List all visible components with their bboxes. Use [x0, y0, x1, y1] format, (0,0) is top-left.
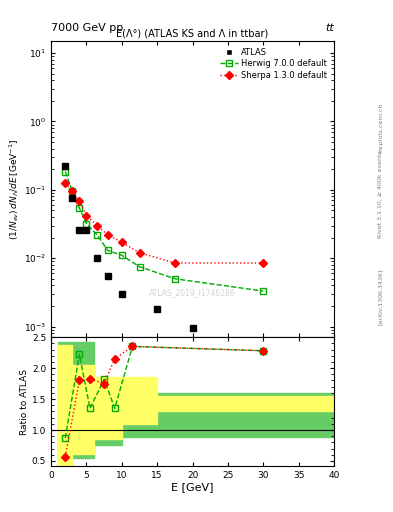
Text: tt: tt — [325, 23, 334, 33]
Text: mcplots.cern.ch: mcplots.cern.ch — [378, 103, 383, 153]
Text: 7000 GeV pp: 7000 GeV pp — [51, 23, 123, 33]
Y-axis label: Ratio to ATLAS: Ratio to ATLAS — [20, 369, 29, 435]
Title: E(Λ°) (ATLAS KS and Λ in ttbar): E(Λ°) (ATLAS KS and Λ in ttbar) — [116, 29, 269, 39]
Text: Rivet 3.1.10, ≥ 400k events: Rivet 3.1.10, ≥ 400k events — [378, 151, 383, 239]
X-axis label: E [GeV]: E [GeV] — [171, 482, 214, 493]
Text: ATLAS_2019_I1746286: ATLAS_2019_I1746286 — [149, 288, 236, 297]
Y-axis label: $(1/N_{ev})\,dN_\Lambda/dE\,[\mathrm{GeV}^{-1}]$: $(1/N_{ev})\,dN_\Lambda/dE\,[\mathrm{GeV… — [7, 138, 21, 240]
Legend: ATLAS, Herwig 7.0.0 default, Sherpa 1.3.0 default: ATLAS, Herwig 7.0.0 default, Sherpa 1.3.… — [217, 45, 330, 82]
Text: [arXiv:1306.3436]: [arXiv:1306.3436] — [378, 269, 383, 325]
